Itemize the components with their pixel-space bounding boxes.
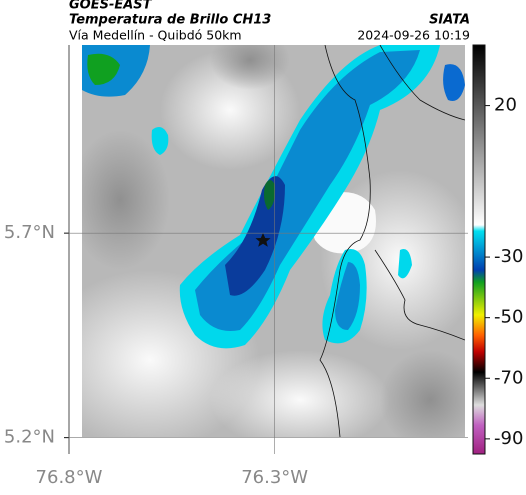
lon-tick-label: 76.8°W (36, 467, 103, 488)
timestamp: 2024-09-26 10:19 (357, 28, 470, 43)
lon-tick-label: 76.3°W (241, 467, 308, 488)
colorbar-tick-label: -30 (494, 246, 523, 267)
colorbar-tick-label: -50 (494, 307, 523, 328)
lat-tick-label: 5.7°N (4, 222, 55, 243)
colorbar-tick-label: -70 (494, 367, 523, 388)
subtitle: Vía Medellín - Quibdó 50km (69, 28, 242, 43)
source: GOES-EAST (69, 0, 153, 13)
lat-tick-label: 5.2°N (4, 427, 55, 448)
colorbar-tick-label: -90 (494, 428, 523, 449)
colorbar (472, 44, 486, 455)
satellite-image (82, 45, 465, 437)
colorbar-tick-label: 20 (494, 95, 517, 116)
org: SIATA (429, 13, 470, 28)
location-marker (255, 233, 271, 247)
product: Temperatura de Brillo CH13 (69, 13, 271, 28)
